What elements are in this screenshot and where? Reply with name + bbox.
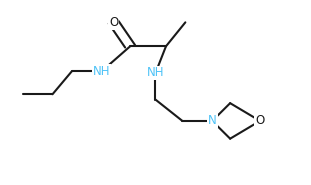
Text: O: O [255, 114, 265, 127]
Text: NH: NH [93, 65, 110, 78]
Text: O: O [109, 16, 118, 29]
Text: N: N [208, 114, 216, 127]
Text: NH: NH [147, 66, 164, 80]
